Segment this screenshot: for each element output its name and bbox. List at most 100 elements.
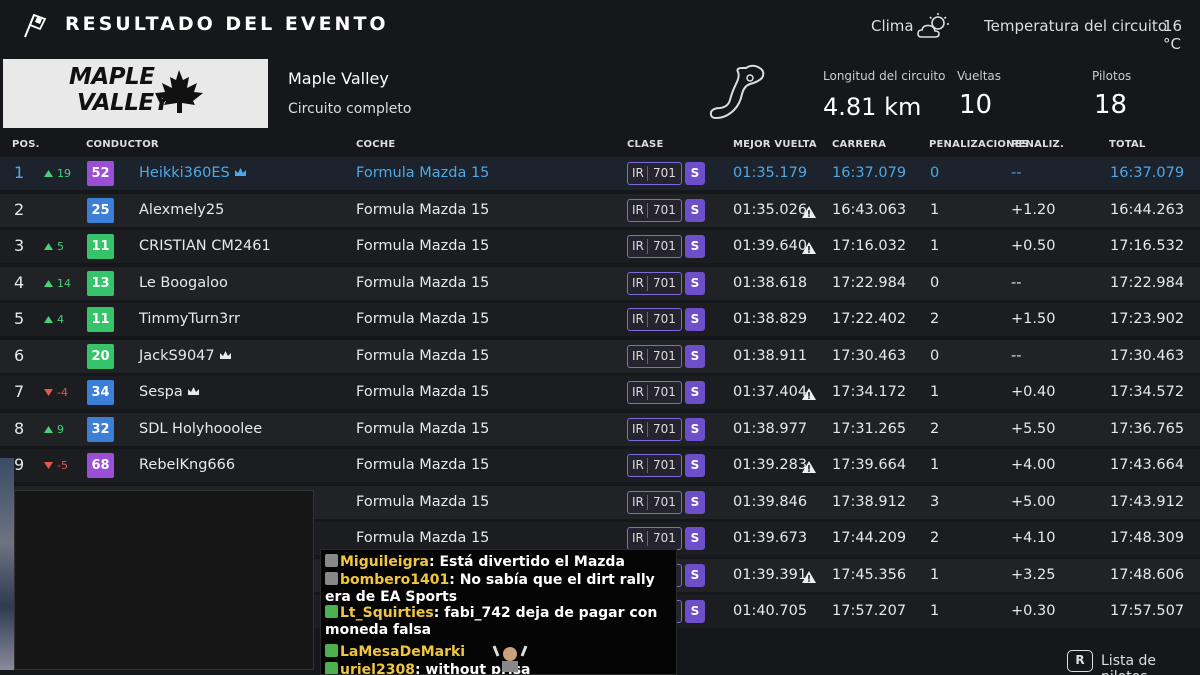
driver-name[interactable]: Alexmely25 bbox=[139, 202, 224, 218]
chat-emote-icon bbox=[492, 645, 528, 672]
position: 7 bbox=[14, 382, 25, 401]
track-logo: MAPLE VALLEY bbox=[3, 59, 268, 128]
car-number-badge: 20 bbox=[87, 343, 114, 369]
crown-icon bbox=[219, 350, 231, 359]
penalties-count: 0 bbox=[930, 165, 940, 181]
total-time: 16:37.079 bbox=[1110, 165, 1185, 181]
col-class: CLASE bbox=[627, 139, 664, 150]
position-change-value: -5 bbox=[57, 459, 68, 472]
class-ir-value: 701 bbox=[653, 239, 676, 253]
r-key-icon[interactable]: R bbox=[1067, 650, 1093, 672]
chat-badge-icon bbox=[325, 572, 338, 585]
driver-name[interactable]: Le Boogaloo bbox=[139, 275, 228, 291]
race-time: 17:22.402 bbox=[832, 311, 907, 327]
class-ir-value: 701 bbox=[653, 531, 676, 545]
chat-username[interactable]: bombero1401 bbox=[340, 572, 450, 588]
class-ir-label: IR bbox=[632, 312, 644, 326]
drivers-list-button[interactable]: Lista de pilotos bbox=[1101, 653, 1157, 675]
class-s-badge: S bbox=[685, 600, 705, 623]
penalty-time: +5.00 bbox=[1011, 493, 1056, 510]
driver-name[interactable]: CRISTIAN CM2461 bbox=[139, 238, 271, 254]
car-name: Formula Mazda 15 bbox=[356, 311, 490, 327]
table-row[interactable]: 1 19 52 Heikki360ES Formula Mazda 15 IR 701 S 01… bbox=[0, 157, 1200, 190]
driver-name[interactable]: SDL Holyhooolee bbox=[139, 421, 262, 437]
position-up-icon bbox=[44, 243, 53, 250]
race-time: 17:31.265 bbox=[832, 420, 907, 437]
position-change: 19 bbox=[44, 167, 71, 180]
driver-name[interactable]: JackS9047 bbox=[139, 348, 232, 364]
class-ir-value: 701 bbox=[653, 202, 676, 217]
position: 8 bbox=[14, 418, 25, 438]
penalty-time: +0.40 bbox=[1011, 384, 1056, 400]
col-car: COCHE bbox=[356, 139, 396, 150]
car-name: Formula Mazda 15 bbox=[356, 274, 490, 291]
col-race: CARRERA bbox=[832, 139, 887, 150]
class-rating-badge: IR 701 bbox=[627, 235, 682, 258]
chat-colon: : bbox=[414, 662, 426, 675]
table-row[interactable]: 9 -5 68 RebelKng666 Formula Mazda 15 IR 701 S 01… bbox=[0, 449, 1200, 482]
chat-badge-icon bbox=[325, 662, 338, 674]
penalty-time: -- bbox=[1011, 347, 1022, 364]
chat-message: Miguileigra: Está divertido el Mazda bbox=[325, 554, 673, 571]
chat-username[interactable]: uriel2308 bbox=[340, 662, 415, 675]
penalty-time: +3.25 bbox=[1011, 566, 1056, 583]
race-time: 16:37.079 bbox=[832, 165, 907, 181]
class-rating-badge: IR 701 bbox=[627, 454, 682, 477]
car-number-badge: 52 bbox=[87, 161, 114, 186]
table-row[interactable]: 5 4 11 TimmyTurn3rr Formula Mazda 15 IR 701 S 01… bbox=[0, 303, 1200, 336]
class-s-badge: S bbox=[685, 527, 705, 550]
total-time: 17:57.507 bbox=[1110, 603, 1185, 619]
class-s-badge: S bbox=[685, 308, 705, 331]
best-lap: 01:37.404 bbox=[733, 384, 808, 400]
class-rating-badge: IR 701 bbox=[627, 308, 682, 331]
position-change-value: 5 bbox=[57, 240, 64, 253]
header: RESULTADO DEL EVENTO Clima Temperatura d… bbox=[0, 0, 1200, 53]
best-lap: 01:39.391 bbox=[733, 566, 808, 583]
race-time: 17:38.912 bbox=[832, 493, 907, 510]
car-name: Formula Mazda 15 bbox=[356, 347, 490, 364]
class-rating-badge: IR 701 bbox=[627, 417, 682, 441]
table-row[interactable]: 2 25 Alexmely25 Formula Mazda 15 IR 701 S 01:35… bbox=[0, 193, 1200, 227]
class-rating-badge: IR 701 bbox=[627, 162, 682, 185]
position: 1 bbox=[14, 163, 25, 182]
table-row[interactable]: 8 9 32 SDL Holyhooolee Formula Mazda 15 IR 701… bbox=[0, 412, 1200, 446]
best-lap: 01:35.179 bbox=[733, 165, 808, 181]
best-lap: 01:39.640 bbox=[733, 238, 808, 254]
position-change-value: 4 bbox=[57, 313, 64, 326]
class-ir-value: 701 bbox=[653, 385, 676, 399]
driver-name[interactable]: Sespa bbox=[139, 384, 200, 400]
position-up-icon bbox=[44, 425, 53, 433]
class-ir-label: IR bbox=[632, 275, 644, 290]
penalties-count: 2 bbox=[930, 311, 940, 327]
position-up-icon bbox=[44, 279, 53, 287]
position-change-value: 19 bbox=[57, 167, 71, 180]
table-row[interactable]: 3 5 11 CRISTIAN CM2461 Formula Mazda 15 IR 701… bbox=[0, 230, 1200, 263]
car-name: Formula Mazda 15 bbox=[356, 493, 490, 510]
chat-username[interactable]: LaMesaDeMarki bbox=[340, 644, 466, 660]
track-temperature-value: 16 °C bbox=[1163, 17, 1183, 53]
chat-badge-icon bbox=[325, 605, 338, 618]
chat-username[interactable]: Miguileigra bbox=[340, 554, 429, 570]
penalties-count: 1 bbox=[930, 384, 940, 400]
penalties-count: 3 bbox=[930, 493, 940, 510]
penalty-time: -- bbox=[1011, 165, 1022, 181]
driver-name[interactable]: TimmyTurn3rr bbox=[139, 311, 240, 327]
chat-username[interactable]: Lt_Squirties bbox=[340, 605, 434, 621]
class-s-badge: S bbox=[685, 235, 705, 258]
track-temperature-label: Temperatura del circuito bbox=[984, 17, 1167, 35]
driver-name[interactable]: Heikki360ES bbox=[139, 165, 247, 181]
table-row[interactable]: 6 20 JackS9047 Formula Mazda 15 IR 701 S 01:38.… bbox=[0, 339, 1200, 373]
logo-line-1: MAPLE bbox=[69, 64, 155, 90]
table-row[interactable]: 4 14 13 Le Boogaloo Formula Mazda 15 IR 701 S 01… bbox=[0, 266, 1200, 300]
car-number-badge: 32 bbox=[87, 416, 114, 442]
track-length-label: Longitud del circuito bbox=[823, 69, 946, 83]
total-time: 17:48.309 bbox=[1110, 530, 1185, 546]
driver-name-text: Sespa bbox=[139, 384, 183, 400]
best-lap: 01:35.026 bbox=[733, 201, 808, 218]
penalties-count: 0 bbox=[930, 347, 940, 364]
table-row[interactable]: 7 -4 34 Sespa Formula Mazda 15 IR 701 S 01:37.40… bbox=[0, 376, 1200, 409]
chat-badge-icon bbox=[325, 644, 338, 657]
class-ir-value: 701 bbox=[653, 275, 676, 290]
total-time: 17:30.463 bbox=[1110, 347, 1185, 364]
driver-name[interactable]: RebelKng666 bbox=[139, 457, 235, 473]
